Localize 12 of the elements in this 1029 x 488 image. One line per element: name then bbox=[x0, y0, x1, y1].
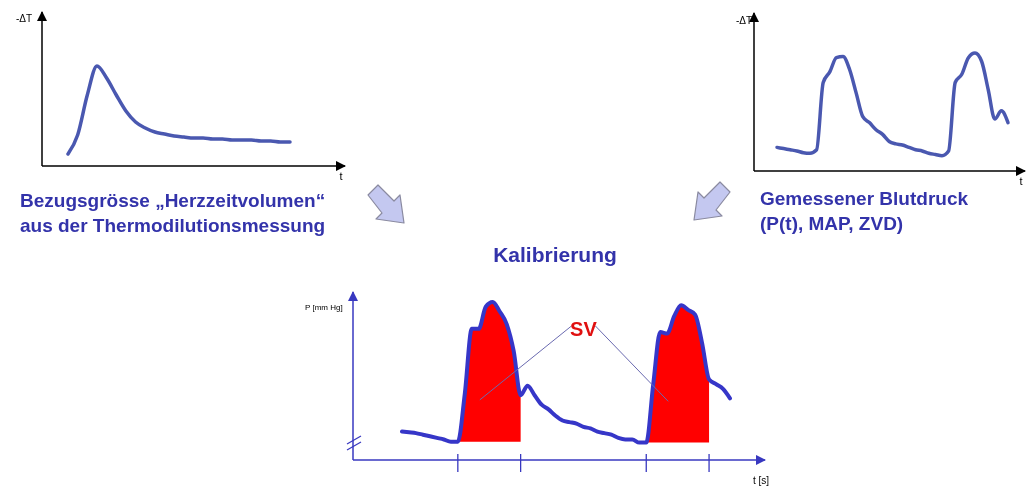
text: (P(t), MAP, ZVD) bbox=[760, 213, 904, 234]
x-axis-title: t [s] bbox=[752, 475, 770, 486]
text: Bezugsgrösse „Herzzeitvolumen“ bbox=[20, 190, 326, 211]
y-axis-title: -ΔT bbox=[16, 13, 33, 24]
x-axis-title: t bbox=[339, 170, 343, 182]
chart-title: Kalibrierung bbox=[493, 243, 617, 266]
x-axis-title: t bbox=[1019, 175, 1023, 187]
annotation: SV bbox=[570, 318, 598, 340]
y-axis-title: P [mm Hg] bbox=[305, 303, 343, 312]
y-axis-title: -ΔT bbox=[736, 15, 753, 26]
text: Gemessener Blutdruck bbox=[760, 188, 969, 209]
text: aus der Thermodilutionsmessung bbox=[20, 215, 326, 236]
